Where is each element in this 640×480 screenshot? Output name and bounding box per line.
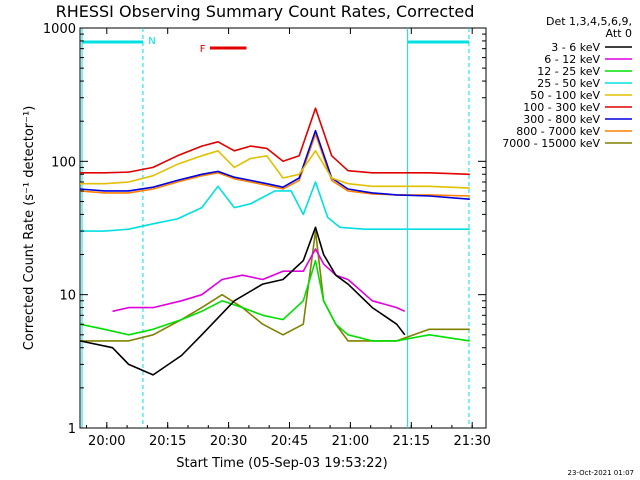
y-axis-label: Corrected Count Rate (s⁻¹ detector⁻¹) (22, 106, 37, 351)
x-tick-label: 20:15 (149, 434, 186, 449)
legend-label: 50 - 100 keV (530, 89, 600, 102)
legend-label: 6 - 12 keV (544, 53, 600, 66)
legend-label: 25 - 50 keV (537, 77, 600, 90)
flare-label: F (200, 44, 206, 55)
legend-label: 300 - 800 keV (523, 113, 600, 126)
generation-timestamp: 23-Oct-2021 01:07 (568, 469, 634, 477)
x-tick-label: 20:30 (210, 434, 247, 449)
legend-label: 7000 - 15000 keV (502, 137, 600, 150)
legend-label: 3 - 6 keV (551, 41, 600, 54)
detector-info-line-2: Att 0 (606, 27, 632, 40)
x-tick-label: 20:45 (271, 434, 308, 449)
plot-marks: NF (79, 28, 470, 428)
y-tick-label: 1 (68, 422, 76, 437)
legend-label: 12 - 25 keV (537, 65, 600, 78)
detector-info-line-1: Det 1,3,4,5,6,9, (546, 15, 632, 28)
night-label: N (148, 36, 155, 47)
y-tick-label: 10 (59, 289, 76, 304)
x-axis-label: Start Time (05-Sep-03 19:53:22) (176, 456, 387, 471)
axis-ticks: 20:00 20:15 20:30 20:45 21:00 21:15 21:30 1 10 10… (43, 22, 491, 449)
x-tick-label: 20:00 (88, 434, 125, 449)
series-line-6-12-kev (112, 248, 406, 313)
y-tick-label: 100 (51, 155, 76, 170)
series-line-50-100-kev (80, 150, 470, 189)
series-line-300-800-kev (79, 129, 470, 200)
x-tick-label: 21:30 (453, 434, 490, 449)
plot-frame (79, 27, 487, 429)
x-tick-label: 21:00 (332, 434, 369, 449)
series-line-100-300-kev (80, 107, 470, 176)
series-line-25-50-kev (80, 181, 470, 232)
series-line-12-25-kev (79, 259, 470, 342)
legend-label: 100 - 300 keV (523, 101, 600, 114)
y-tick-label: 1000 (43, 22, 76, 37)
chart-title: RHESSI Observing Summary Count Rates, Co… (56, 2, 475, 21)
legend-label: 800 - 7000 keV (516, 125, 600, 138)
x-tick-label: 21:15 (393, 434, 430, 449)
series-line-3-6-kev (79, 226, 406, 376)
series-line-800-7000-kev (79, 133, 470, 197)
